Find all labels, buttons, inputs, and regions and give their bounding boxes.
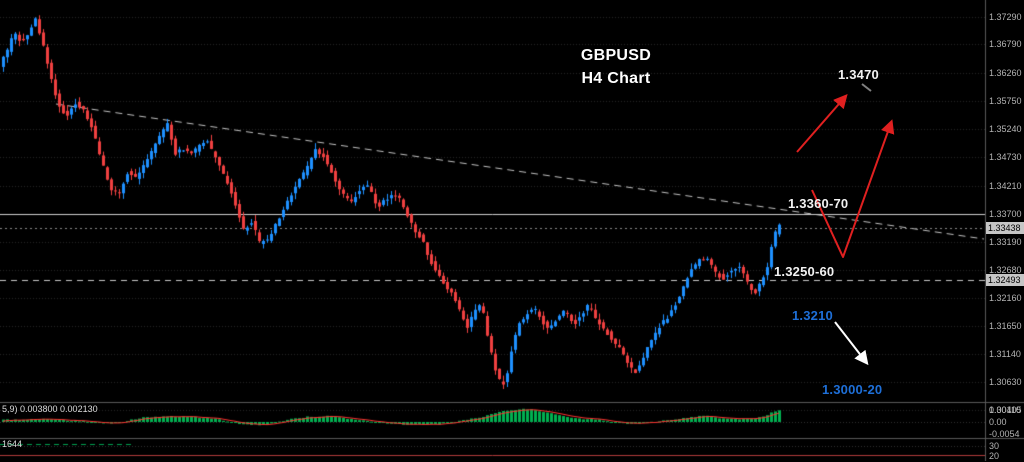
chart-title: GBPUSD H4 Chart [554,44,678,90]
price-axis-label: 1.30630 [989,376,1022,387]
oscillator-values-label: 5,9) 0.003800 0.002130 [2,404,98,414]
bid-price-box: 1.33438 [986,222,1024,235]
price-axis-label: 1.36260 [989,68,1022,79]
support-zone-label: 1.3250-60 [774,264,835,279]
level-price-box: 1.32493 [986,273,1024,286]
bottom-axis-label: 30 [989,441,1000,451]
price-axis-label: 1.36790 [989,39,1022,50]
price-axis-label: 1.31140 [989,349,1021,360]
price-axis-label: 1.35240 [989,124,1022,135]
price-axis-label: 1.32680 [989,264,1022,275]
oscillator-axis-label: -0.0054 [989,429,1020,439]
price-axis-label: 1.30110 [989,405,1021,416]
target-down-label: 1.3000-20 [822,382,883,397]
timeframe-title: H4 Chart [581,70,651,87]
price-axis-label: 1.35750 [989,96,1022,107]
price-axis-label: 1.33700 [989,208,1022,219]
bottom-axis-label: 20 [989,451,1000,461]
price-axis-label: 1.32160 [989,293,1022,304]
symbol-title: GBPUSD [580,47,652,64]
price-axis-label: 1.31650 [989,321,1022,332]
resistance-zone-label: 1.3360-70 [788,196,849,211]
price-axis-label: 1.34210 [989,180,1022,191]
bottom-indicator-label: 1644 [2,439,23,449]
oscillator-axis-label: 0.00 [989,417,1007,427]
oscillator-axis-label: 0.00405 [989,405,1022,415]
price-axis-label: 1.33190 [989,236,1022,247]
target-up-label: 1.3470 [838,67,879,82]
price-axis-label: 1.37290 [989,12,1022,22]
price-axis-label: 1.34730 [989,152,1022,163]
minor-support-label: 1.3210 [792,308,833,323]
